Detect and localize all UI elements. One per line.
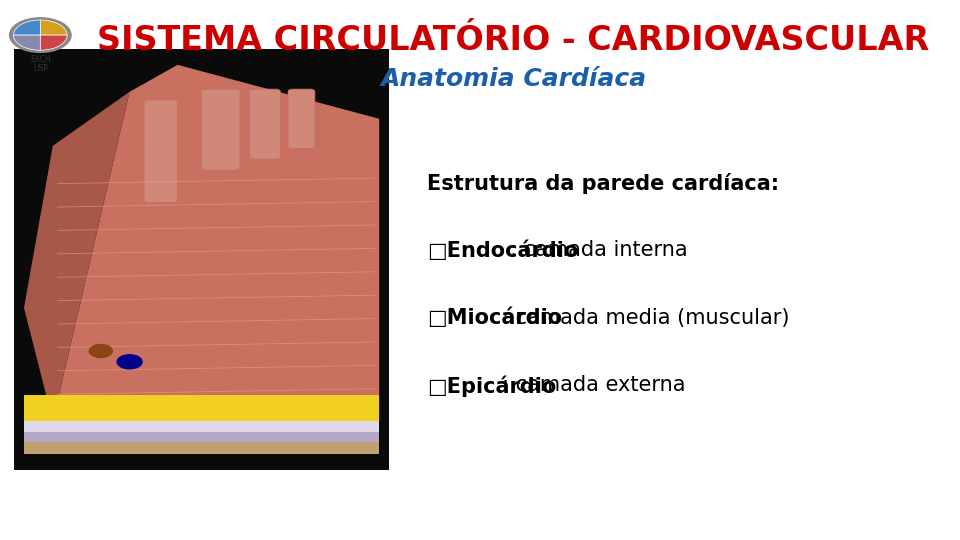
Text: □Endocárdio: □Endocárdio [427, 240, 579, 261]
Wedge shape [13, 20, 40, 35]
Polygon shape [53, 65, 379, 421]
FancyBboxPatch shape [24, 421, 379, 432]
Wedge shape [40, 35, 67, 50]
Text: SISTEMA CIRCULATÓRIO - CARDIOVASCULAR: SISTEMA CIRCULATÓRIO - CARDIOVASCULAR [98, 24, 929, 57]
Circle shape [89, 345, 112, 357]
Text: : camada interna: : camada interna [510, 240, 687, 260]
Wedge shape [13, 35, 40, 50]
Text: □Miocárdio: □Miocárdio [427, 308, 563, 328]
FancyBboxPatch shape [250, 89, 280, 159]
FancyBboxPatch shape [202, 89, 240, 170]
FancyBboxPatch shape [288, 89, 315, 148]
FancyBboxPatch shape [24, 432, 379, 442]
Text: : camada externa: : camada externa [502, 375, 685, 395]
Text: □Epicárdio: □Epicárdio [427, 375, 557, 397]
Wedge shape [40, 20, 67, 35]
Circle shape [10, 18, 71, 52]
FancyBboxPatch shape [144, 100, 178, 202]
Polygon shape [24, 92, 130, 421]
Text: Anatomia Cardíaca: Anatomia Cardíaca [380, 68, 647, 91]
Text: Estrutura da parede cardíaca:: Estrutura da parede cardíaca: [427, 173, 780, 194]
Text: EACH
USP: EACH USP [30, 55, 51, 73]
FancyBboxPatch shape [14, 49, 389, 470]
Circle shape [117, 355, 142, 369]
FancyBboxPatch shape [24, 442, 379, 454]
FancyBboxPatch shape [24, 395, 379, 421]
Text: : camada media (muscular): : camada media (muscular) [502, 308, 789, 328]
